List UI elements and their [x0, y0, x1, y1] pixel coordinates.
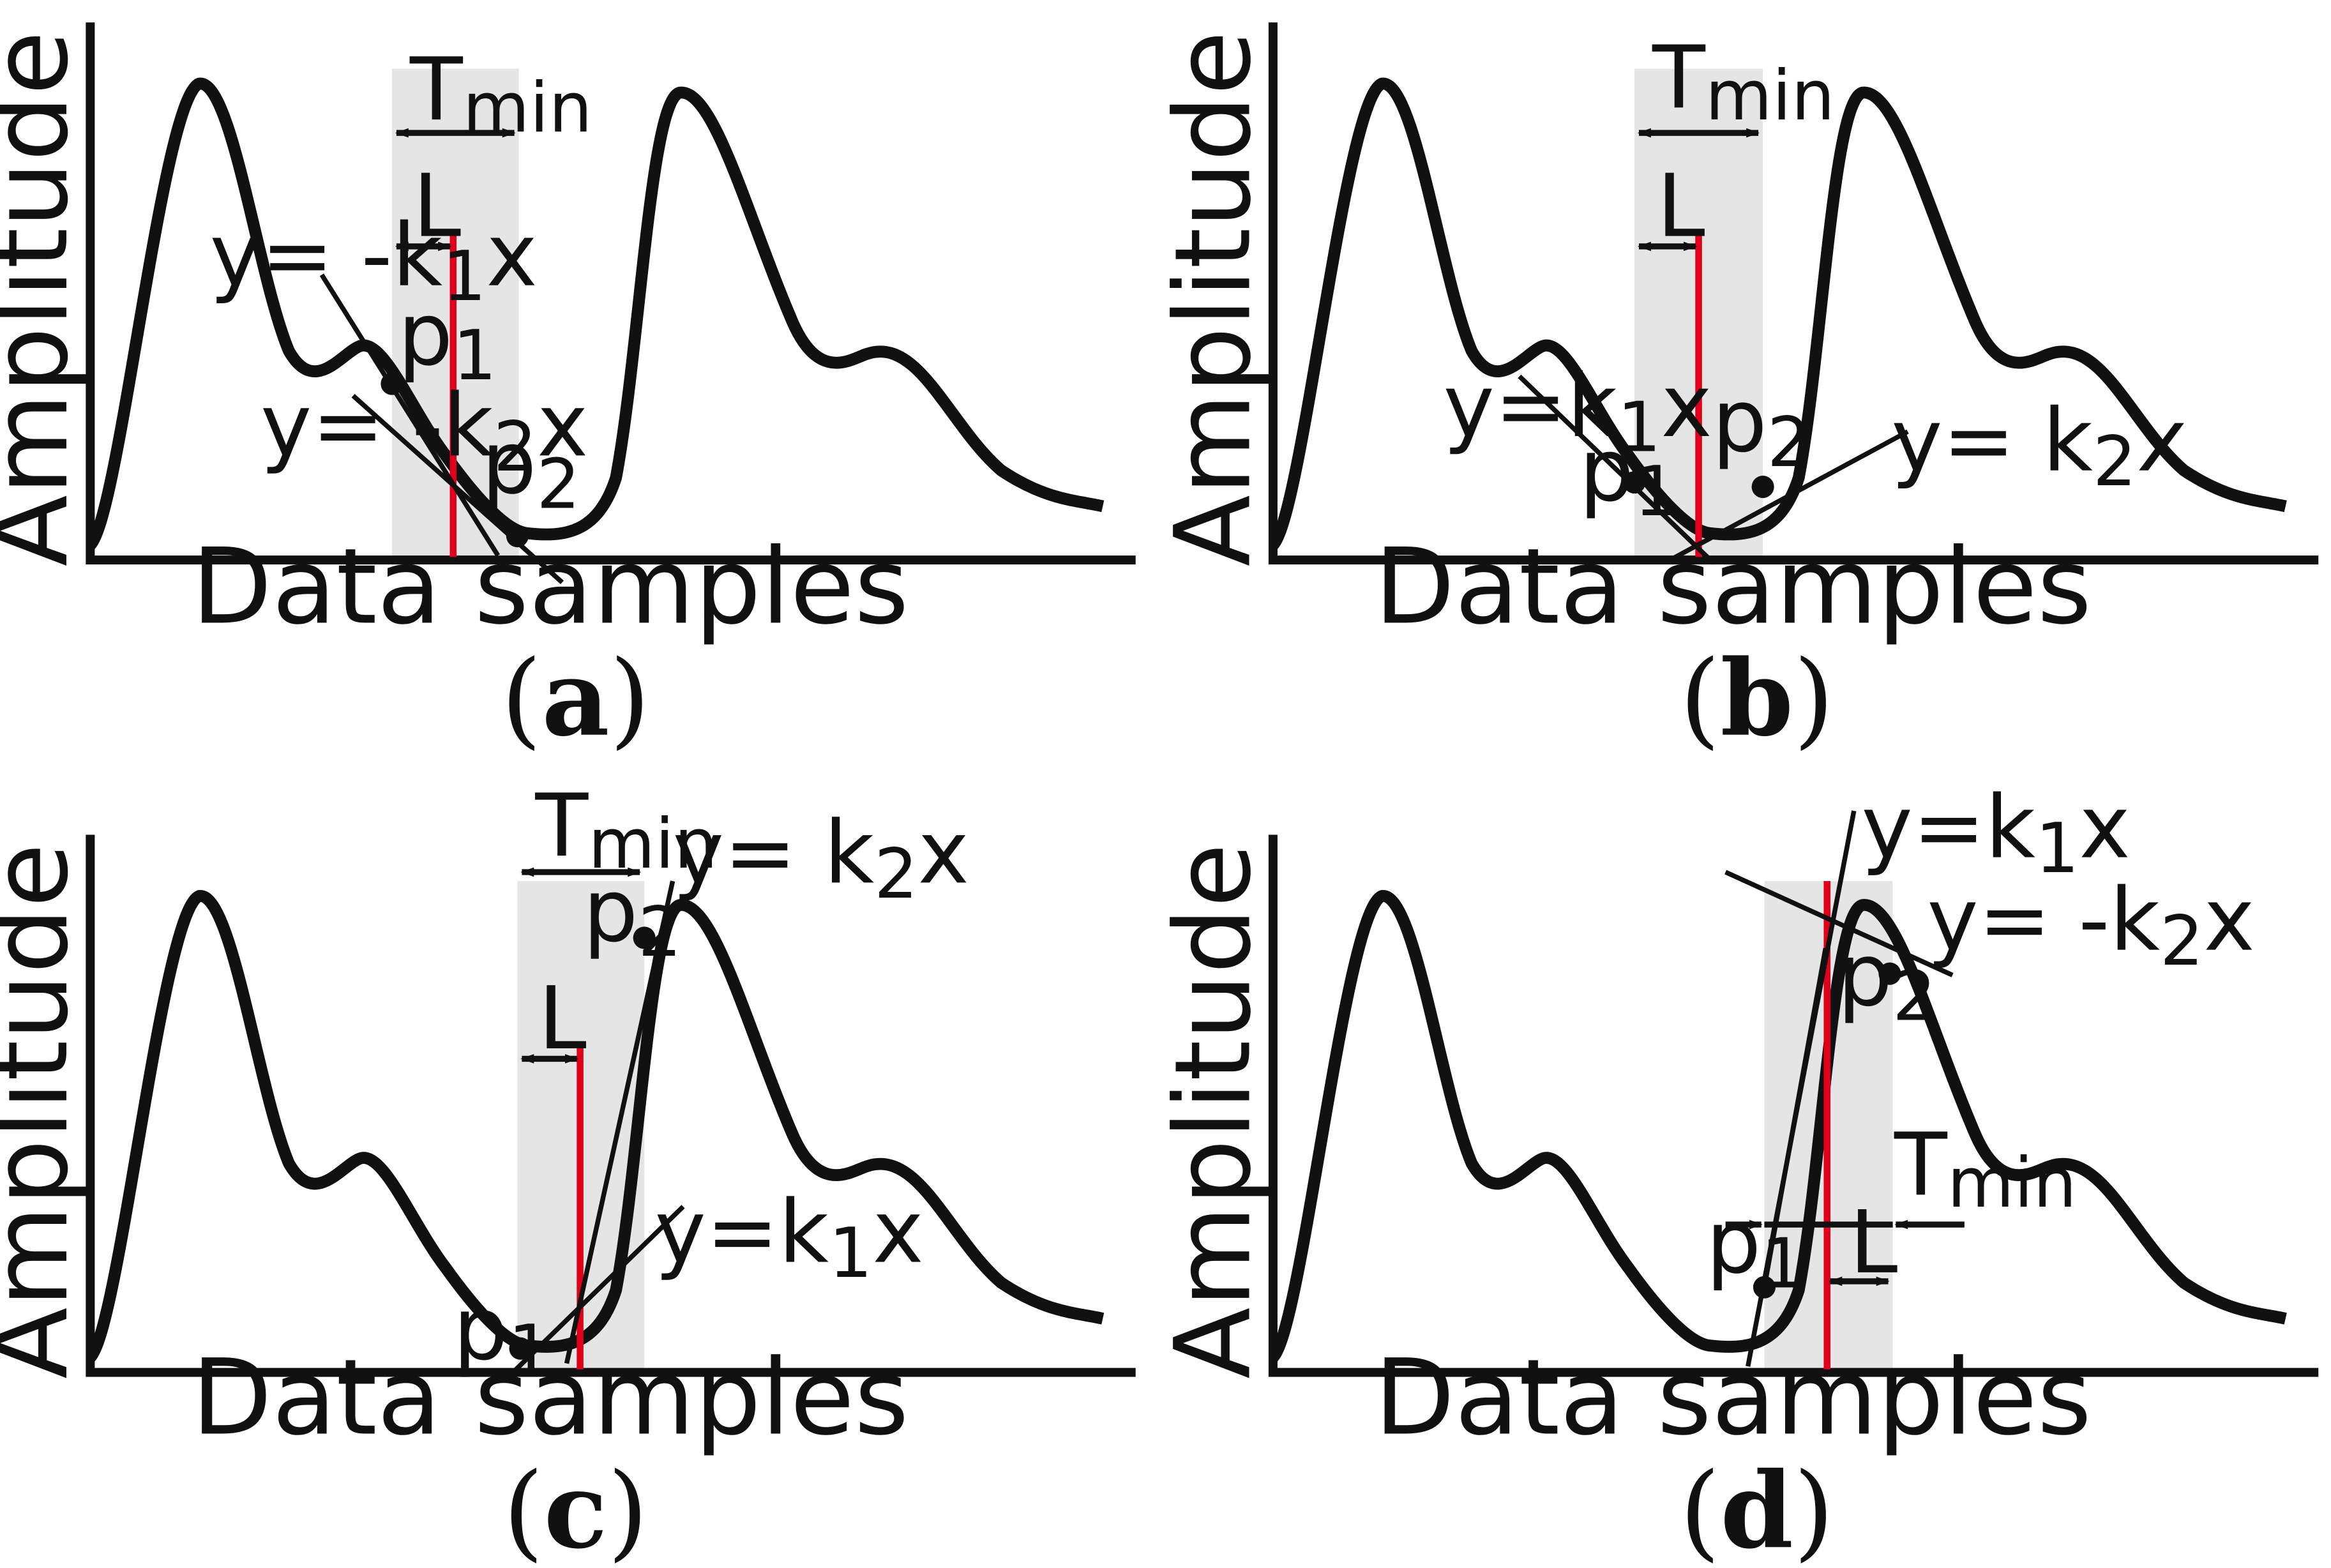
panel-a-caption: (a): [501, 637, 651, 760]
panel-b-x-axis-label: Data samples: [1375, 525, 2092, 647]
panel-b-p2-label: p2: [1712, 370, 1811, 482]
panel-c-point-p1: [509, 1337, 532, 1360]
panel-b-p1-label: p1: [1579, 420, 1678, 532]
panel-b-y-axis-label: Amplitude: [1152, 31, 1274, 566]
panel-c: Tmin L y=k1x y= k2x p1 p2 Amplitude Data…: [0, 775, 1136, 1568]
panel-c-tangent-2: [564, 880, 675, 1364]
panel-c-p1-label: p1: [453, 1279, 552, 1391]
panel-d-eq-2: y= -k2x: [1927, 870, 2254, 981]
panel-b-tmin-label: Tmin: [1652, 27, 1835, 136]
panel-a: Tmin L y= -k1x y= -k2x p1 p2 Amplitude D…: [0, 22, 1136, 760]
panel-a-y-axis-label: Amplitude: [0, 31, 91, 566]
panel-d-y-axis-label: Amplitude: [1152, 843, 1274, 1379]
panel-a-p2-label: p2: [481, 412, 580, 524]
panel-c-tangent-1: [509, 1205, 685, 1376]
panel-b: Tmin L y=k1x y= k2x p1 p2 Amplitude Data…: [1152, 22, 2318, 760]
panel-c-caption: (c): [503, 1449, 648, 1568]
panel-d-x-axis-label: Data samples: [1375, 1336, 2092, 1458]
panel-a-point-p1: [381, 372, 404, 395]
panel-d-point-p1: [1753, 1276, 1776, 1299]
panel-d: Tmin L y=k1x y= -k2x p1 p2 Amplitude Dat…: [1152, 777, 2318, 1568]
panel-a-point-p2: [506, 525, 529, 548]
panel-b-point-p2: [1751, 475, 1774, 499]
panel-a-tmin-label: Tmin: [409, 39, 592, 148]
panel-c-tmin-label: Tmin: [534, 775, 718, 884]
panel-d-point-p2: [1878, 962, 1901, 985]
panel-c-p2-label: p2: [583, 861, 682, 972]
panel-d-tangent-2: [1724, 870, 1954, 977]
panel-d-caption: (d): [1680, 1449, 1834, 1568]
panel-a-tangent-1: [319, 273, 501, 557]
panel-d-chord: [1761, 947, 1829, 1288]
panel-c-y-axis-label: Amplitude: [0, 843, 91, 1379]
panel-a-eq-2: y= -k2x: [260, 375, 588, 486]
panel-b-caption: (b): [1680, 637, 1834, 760]
panel-a-eq-1: y= -k1x: [210, 205, 538, 317]
panel-b-eq-1: y=k1x: [1444, 356, 1712, 467]
panel-b-eq-2: y= k2x: [1891, 390, 2187, 502]
panel-d-p1-label: p1: [1706, 1192, 1805, 1304]
panel-d-tmin-label: Tmin: [1894, 1114, 2077, 1223]
panel-a-p1-label: p1: [398, 284, 497, 396]
panel-b-tangent-1: [1518, 374, 1716, 565]
panel-a-tangent-2: [351, 394, 564, 585]
panel-c-point-p2: [633, 926, 656, 949]
panel-c-eq-1: y=k1x: [655, 1181, 924, 1293]
panel-c-l-label: L: [538, 968, 587, 1069]
panel-b-point-p1: [1623, 471, 1646, 494]
panel-d-p2-label: p2: [1837, 924, 1936, 1036]
panel-c-x-axis-label: Data samples: [192, 1336, 909, 1458]
panel-b-tangent-2: [1666, 429, 1909, 564]
panel-d-eq-1: y=k1x: [1861, 777, 2130, 889]
panel-d-l-label: L: [1850, 1192, 1898, 1293]
panel-a-signal-curve: [90, 84, 1103, 545]
panel-b-l-label: L: [1657, 156, 1705, 257]
panel-c-eq-2: y= k2x: [673, 802, 969, 914]
panel-a-l-label: L: [413, 156, 462, 257]
panel-a-x-axis-label: Data samples: [192, 525, 909, 647]
